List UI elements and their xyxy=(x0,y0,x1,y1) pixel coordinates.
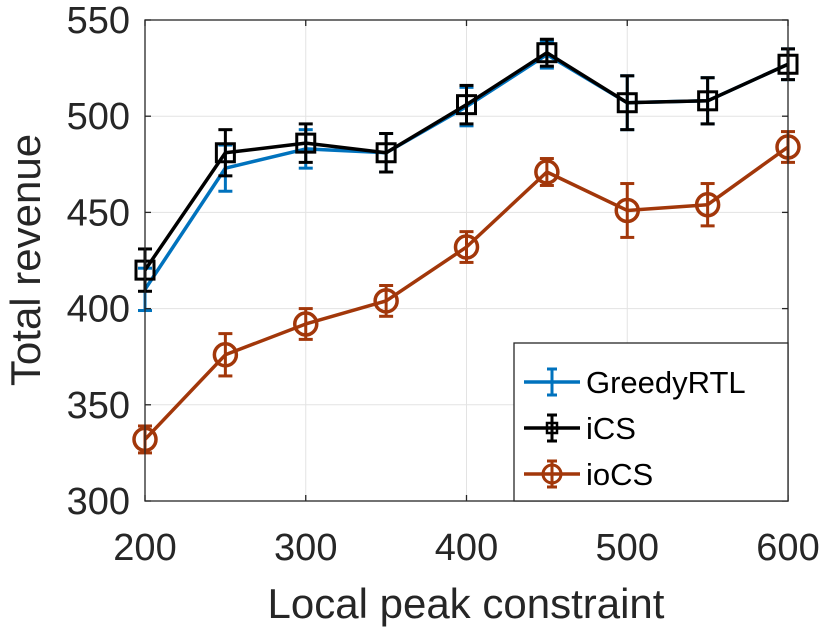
legend-label-greedyrtl: GreedyRTL xyxy=(586,365,746,400)
data-point xyxy=(375,142,397,164)
data-point xyxy=(373,288,399,314)
data-point xyxy=(697,90,719,112)
data-point xyxy=(456,94,477,116)
data-point xyxy=(214,142,236,164)
y-tick-label: 350 xyxy=(67,385,130,427)
data-point xyxy=(453,234,480,260)
data-point xyxy=(212,342,239,368)
legend-label-iocs: ioCS xyxy=(586,457,653,492)
data-point xyxy=(534,159,560,185)
data-point xyxy=(536,42,558,64)
series-layer xyxy=(132,37,801,455)
x-tick-label: 500 xyxy=(596,527,659,569)
series-ics xyxy=(134,37,799,293)
y-tick-label: 400 xyxy=(67,289,130,331)
y-tick-label: 500 xyxy=(67,96,130,138)
data-point xyxy=(616,92,638,114)
y-tick-label: 300 xyxy=(67,481,130,523)
x-tick-label: 300 xyxy=(274,527,337,569)
data-point xyxy=(694,191,721,218)
legend-marker-iocs xyxy=(541,463,563,485)
data-point xyxy=(293,311,319,337)
legend-marker-ics xyxy=(545,421,559,435)
y-axis-label: Total revenue xyxy=(2,134,49,386)
legend: GreedyRTL iCS ioCS xyxy=(513,342,789,502)
series-iocs xyxy=(132,130,801,455)
data-point xyxy=(614,197,640,224)
x-tick-label: 400 xyxy=(435,527,498,569)
x-tick-label: 200 xyxy=(113,527,176,569)
data-point xyxy=(295,132,317,154)
x-axis-label: Local peak constraint xyxy=(268,580,665,627)
y-tick-label: 450 xyxy=(67,192,130,234)
legend-label-ics: iCS xyxy=(586,411,636,446)
y-tick-label: 550 xyxy=(67,0,130,42)
x-tick-label: 600 xyxy=(756,527,819,569)
